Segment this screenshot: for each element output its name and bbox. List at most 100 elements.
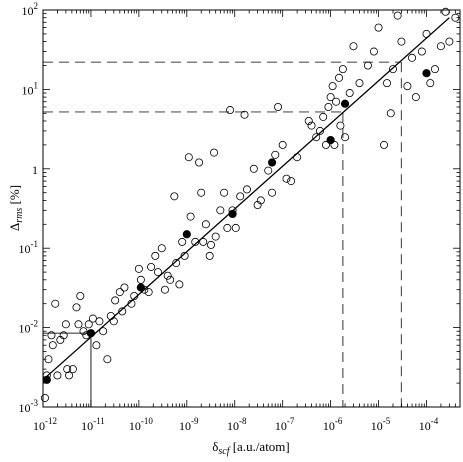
open-data-point: [307, 121, 316, 130]
open-data-point: [199, 237, 208, 246]
open-data-point: [336, 121, 345, 130]
filled-data-point: [267, 158, 277, 167]
open-data-point: [240, 110, 249, 119]
open-data-point: [388, 65, 397, 74]
x-tick-label-exponent: -10: [141, 416, 153, 426]
fit-line-group: [42, 17, 450, 381]
open-data-point: [211, 232, 220, 241]
open-data-point: [61, 320, 70, 329]
open-data-point: [441, 7, 450, 16]
x-tick-label-base: 10: [129, 419, 141, 433]
x-tick-label-exponent: -5: [383, 416, 391, 426]
x-tick-label-exponent: -4: [431, 416, 439, 426]
open-data-point: [170, 192, 179, 201]
y-tick-label: 102: [22, 1, 39, 18]
open-circle-series: [40, 7, 460, 402]
open-data-point: [207, 240, 216, 249]
open-data-point: [369, 47, 378, 56]
y-tick-label-base: 10: [22, 4, 34, 18]
x-tick-label-exponent: -11: [93, 416, 105, 426]
open-data-point: [287, 177, 296, 186]
x-axis-title-sub: scf: [218, 446, 230, 457]
y-tick-label: 10-2: [19, 319, 39, 336]
x-axis-title: δscf [a.u./atom]: [212, 439, 290, 457]
open-data-point: [197, 188, 206, 197]
open-data-point: [74, 320, 83, 329]
x-tick-label-exponent: -6: [335, 416, 343, 426]
open-data-point: [382, 79, 391, 88]
open-data-point: [136, 275, 145, 284]
open-data-point: [274, 103, 283, 112]
open-data-point: [436, 42, 445, 51]
open-data-point: [95, 317, 104, 326]
fit-line: [42, 17, 450, 381]
y-axis-title-rest: [%]: [7, 185, 22, 208]
open-data-point: [84, 320, 93, 329]
reference-lines: [43, 61, 403, 407]
y-tick-label-exponent: -3: [31, 398, 39, 408]
y-tick-label-base: 10: [19, 322, 31, 336]
y-tick-label: 1: [32, 163, 38, 177]
open-data-point: [99, 327, 108, 336]
x-tick-label-base: 10: [275, 419, 287, 433]
x-tick-label: 10-7: [275, 416, 295, 433]
tick-labels: 10-12 10-11 10-10 10-9 10-8 10-7 10-6 10-5 10-41…: [19, 1, 439, 433]
open-data-point: [191, 237, 200, 246]
open-data-point: [380, 140, 389, 149]
plot-frame: [42, 9, 461, 408]
open-data-point: [426, 79, 435, 88]
x-axis-title-rest: [a.u./atom]: [229, 439, 289, 454]
open-data-point: [249, 164, 258, 173]
x-tick-label: 10-11: [81, 416, 105, 433]
open-data-point: [51, 299, 60, 308]
x-tick-label-exponent: -12: [45, 416, 57, 426]
open-data-point: [236, 192, 245, 201]
open-data-point: [195, 158, 204, 167]
open-data-point: [349, 42, 358, 51]
open-data-point: [321, 140, 330, 149]
open-data-point: [304, 117, 313, 126]
open-data-point: [160, 285, 169, 294]
open-data-point: [151, 251, 160, 260]
y-tick-label-base: 1: [32, 163, 38, 177]
filled-circle-series: [42, 69, 431, 384]
open-data-point: [271, 150, 280, 159]
open-data-point: [153, 268, 162, 277]
open-data-point: [53, 371, 62, 380]
x-tick-label: 10-12: [33, 416, 57, 433]
open-data-point: [216, 206, 225, 215]
open-data-point: [386, 109, 395, 118]
open-data-point: [127, 299, 136, 308]
filled-data-point: [228, 209, 237, 219]
open-data-point: [175, 280, 184, 289]
x-tick-label: 10-6: [323, 416, 343, 433]
y-tick-label-exponent: -2: [31, 319, 39, 329]
y-tick-label-base: 10: [19, 401, 31, 415]
open-data-point: [63, 365, 72, 374]
open-data-point: [324, 103, 333, 112]
x-tick-label-base: 10: [419, 419, 431, 433]
open-data-point: [338, 65, 347, 74]
x-tick-label-base: 10: [227, 419, 239, 433]
open-data-point: [109, 317, 118, 326]
y-tick-label-base: 10: [19, 242, 31, 256]
open-data-point: [79, 327, 88, 336]
open-data-point: [341, 133, 350, 142]
open-data-point: [422, 29, 431, 38]
open-data-point: [103, 355, 112, 364]
filled-data-point: [326, 135, 335, 145]
filled-data-point: [340, 99, 350, 108]
x-tick-label-exponent: -7: [287, 416, 295, 426]
y-tick-label: 10-1: [19, 239, 39, 256]
filled-data-point: [86, 329, 96, 338]
y-tick-label-exponent: -1: [31, 239, 39, 249]
open-data-point: [178, 237, 187, 246]
filled-data-point: [182, 230, 191, 239]
x-tick-label: 10-8: [227, 416, 247, 433]
open-data-point: [184, 153, 193, 162]
x-tick-label-exponent: -9: [191, 416, 199, 426]
x-tick-label-base: 10: [81, 419, 93, 433]
x-tick-label: 10-10: [129, 416, 153, 433]
x-axis-title-main: δ: [212, 439, 218, 454]
open-data-point: [111, 296, 120, 305]
